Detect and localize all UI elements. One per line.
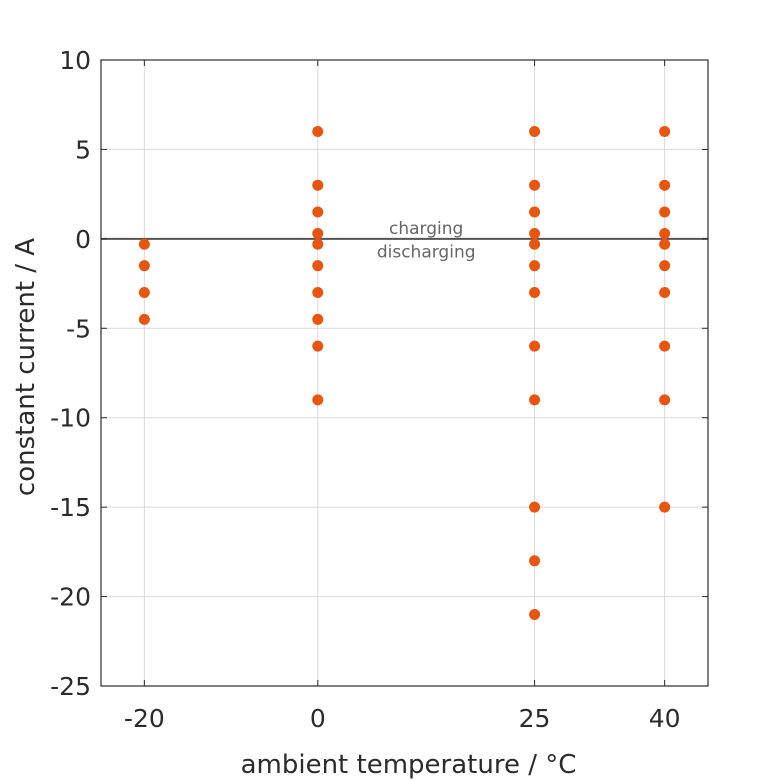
data-point: [312, 126, 324, 138]
data-point: [659, 340, 671, 352]
data-point: [138, 313, 150, 325]
y-axis-title: constant current / A: [11, 238, 41, 496]
axis-ticks: [101, 59, 708, 687]
y-tick-label: -20: [50, 583, 91, 612]
annotations: charging discharging: [377, 219, 476, 262]
x-tick-label: 0: [310, 704, 326, 733]
data-point: [659, 126, 671, 138]
data-point: [312, 179, 324, 191]
annotation-discharging: discharging: [377, 242, 476, 262]
data-point: [529, 227, 541, 239]
x-tick-label: 25: [519, 704, 551, 733]
annotation-charging: charging: [389, 219, 463, 239]
data-point: [138, 287, 150, 299]
x-tick-label: -20: [124, 704, 165, 733]
data-point: [529, 340, 541, 352]
y-tick-label: -10: [50, 404, 91, 433]
y-tick-label: 5: [75, 135, 91, 164]
data-point: [312, 260, 324, 272]
data-point: [659, 227, 671, 239]
grid-lines: [101, 59, 708, 687]
data-point: [312, 313, 324, 325]
data-point: [312, 206, 324, 218]
data-point: [312, 340, 324, 352]
data-point: [529, 287, 541, 299]
data-point: [529, 608, 541, 620]
plot-frame: [100, 59, 709, 687]
y-tick-label: -5: [66, 314, 91, 343]
data-point: [138, 238, 150, 250]
x-tick-label: 40: [649, 704, 681, 733]
data-point: [529, 238, 541, 250]
data-point: [659, 501, 671, 513]
data-point: [659, 238, 671, 250]
data-points: [138, 126, 671, 620]
y-tick-label: -15: [50, 493, 91, 522]
y-tick-label: 10: [59, 46, 91, 75]
y-tick-label: 0: [75, 225, 91, 254]
data-point: [312, 227, 324, 239]
data-point: [659, 179, 671, 191]
data-point: [529, 206, 541, 218]
data-point: [529, 179, 541, 191]
data-point: [659, 206, 671, 218]
y-tick-labels: -25 -20 -15 -10 -5 0 5 10: [50, 46, 91, 701]
data-point: [312, 287, 324, 299]
x-axis-title: ambient temperature / °C: [241, 750, 577, 780]
x-tick-labels: -20 0 25 40: [124, 704, 681, 733]
data-point: [659, 287, 671, 299]
y-tick-label: -25: [50, 672, 91, 701]
data-point: [529, 126, 541, 138]
data-point: [312, 238, 324, 250]
data-point: [529, 260, 541, 272]
data-point: [138, 260, 150, 272]
data-point: [529, 394, 541, 406]
data-point: [659, 260, 671, 272]
data-point: [529, 555, 541, 567]
data-point: [659, 394, 671, 406]
data-point: [312, 394, 324, 406]
data-point: [529, 501, 541, 513]
